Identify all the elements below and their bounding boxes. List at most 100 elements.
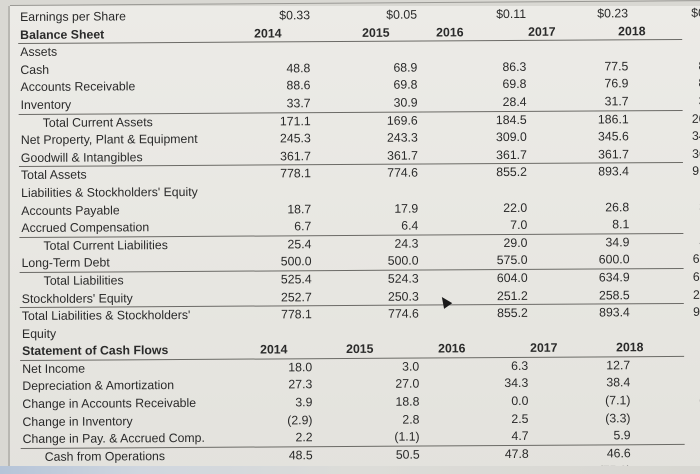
cell: 915.1 bbox=[692, 164, 700, 179]
cell: 34.9 bbox=[605, 234, 630, 250]
cell: 5.9 bbox=[613, 428, 631, 443]
cf-year-2018: 2018 bbox=[616, 340, 644, 355]
year-2014: 2014 bbox=[254, 25, 282, 41]
cell: 38.4 bbox=[606, 375, 631, 390]
cell: 184.5 bbox=[495, 112, 527, 127]
cell: 77.5 bbox=[604, 59, 629, 74]
cell: 54.0 bbox=[665, 445, 700, 463]
year-2017: 2017 bbox=[528, 24, 556, 39]
cell: 48.5 bbox=[288, 448, 313, 463]
eps-2018: $0.39 bbox=[691, 5, 700, 20]
cell: 345.6 bbox=[597, 129, 629, 144]
row-label: Change in Accounts Receivable bbox=[22, 395, 197, 412]
eps-2017: $0.23 bbox=[597, 6, 629, 21]
cell: 9.7 bbox=[663, 216, 700, 234]
cell: 778.1 bbox=[281, 307, 312, 322]
cell: 21.7 bbox=[664, 357, 700, 375]
row-label: Net Property, Plant & Equipment bbox=[20, 132, 198, 148]
screen-bottom-edge bbox=[0, 466, 700, 474]
cell: 2.8 bbox=[402, 412, 420, 427]
cell: 88.6 bbox=[286, 78, 311, 93]
cell: 0.0 bbox=[511, 393, 529, 409]
balance-sheet-title: Balance Sheet bbox=[20, 27, 105, 42]
cell: 169.6 bbox=[386, 113, 418, 128]
cell: 243.3 bbox=[386, 130, 418, 145]
cell: 361.7 bbox=[280, 148, 311, 164]
cell: 7.0 bbox=[510, 218, 528, 233]
cell: 6.5 bbox=[665, 427, 700, 445]
cell: 24.3 bbox=[394, 236, 419, 251]
cell: 48.8 bbox=[286, 60, 311, 76]
cell: 361.7 bbox=[692, 146, 700, 161]
cell: 69.8 bbox=[393, 77, 418, 93]
cell: 774.6 bbox=[387, 165, 419, 181]
row-label: Total Current Assets bbox=[42, 114, 153, 130]
row-label: Net Income bbox=[22, 361, 86, 376]
cell: 68.9 bbox=[393, 60, 418, 75]
row-label: Inventory bbox=[20, 97, 72, 112]
assets-label: Assets bbox=[20, 44, 58, 60]
cell: 250.3 bbox=[387, 289, 419, 304]
cell: 855.2 bbox=[496, 165, 528, 180]
row-label: Total Current Liabilities bbox=[43, 237, 168, 253]
cell: (1.1) bbox=[394, 429, 420, 444]
row-label-continuation: Equity bbox=[21, 326, 57, 341]
row-label: Total Assets bbox=[20, 167, 87, 183]
cell: 915.1 bbox=[693, 304, 700, 319]
cell: 12.7 bbox=[606, 358, 631, 373]
cell: 25.4 bbox=[287, 236, 312, 252]
cell: 604.0 bbox=[496, 270, 528, 285]
cell: 46.6 bbox=[606, 446, 631, 461]
cell: 47.8 bbox=[504, 446, 529, 461]
cell: 31.7 bbox=[604, 94, 629, 109]
eps-2016: $0.11 bbox=[496, 6, 527, 22]
cell: 18.7 bbox=[287, 201, 312, 216]
cell: 186.1 bbox=[597, 111, 629, 127]
eps-2014: $0.33 bbox=[279, 8, 311, 23]
cell: 245.3 bbox=[279, 131, 311, 146]
cell: 35.3 bbox=[663, 93, 700, 111]
cell: 17.9 bbox=[394, 201, 419, 216]
cell: (2.9) bbox=[287, 412, 313, 428]
row-label: Total Liabilities & Stockholders' bbox=[21, 308, 191, 324]
cell: 251.2 bbox=[496, 288, 528, 303]
row-label: Accrued Compensation bbox=[21, 220, 150, 236]
cell: 600.0 bbox=[692, 252, 700, 267]
cell: 206.4 bbox=[691, 111, 700, 126]
cell: 634.9 bbox=[598, 270, 630, 285]
cell: 85.0 bbox=[662, 57, 700, 75]
year-2018: 2018 bbox=[618, 23, 646, 38]
year-2016: 2016 bbox=[436, 24, 464, 40]
cell: 27.0 bbox=[395, 377, 420, 392]
cell: (3.6) bbox=[664, 409, 700, 427]
financial-table: Earnings per Share $0.33 $0.05 $0.11 $0.… bbox=[18, 5, 700, 474]
row-label: Accounts Receivable bbox=[20, 79, 136, 95]
cell: 18.8 bbox=[395, 394, 420, 409]
cash-flow-title: Statement of Cash Flows bbox=[22, 343, 169, 359]
cell: 171.1 bbox=[279, 113, 311, 128]
cell: 76.9 bbox=[604, 76, 629, 91]
cell: 893.4 bbox=[599, 305, 630, 320]
cf-year-2015: 2015 bbox=[346, 342, 374, 357]
cell: 855.2 bbox=[497, 305, 528, 321]
cell: 31.7 bbox=[663, 198, 700, 216]
year-2015: 2015 bbox=[362, 25, 390, 40]
cell: 3.9 bbox=[295, 395, 313, 410]
cell: 50.5 bbox=[395, 447, 420, 462]
cell: 600.0 bbox=[598, 252, 630, 267]
cell: 28.4 bbox=[502, 94, 527, 110]
cell: 500.0 bbox=[280, 254, 312, 269]
row-label: Long-Term Debt bbox=[21, 255, 110, 271]
cell: 86.3 bbox=[502, 59, 527, 74]
cell: 4.7 bbox=[511, 429, 529, 444]
cell: 8.1 bbox=[612, 217, 630, 232]
cell: 525.4 bbox=[280, 272, 312, 287]
cell: 500.0 bbox=[387, 253, 419, 269]
cell: 6.3 bbox=[511, 358, 529, 373]
cell: 774.6 bbox=[388, 306, 419, 321]
row-label: Depreciation & Amortization bbox=[22, 378, 175, 394]
row-label: Accounts Payable bbox=[21, 202, 120, 218]
cell: 309.0 bbox=[495, 130, 527, 145]
cell: 34.3 bbox=[504, 376, 529, 391]
cell: 2.2 bbox=[295, 430, 313, 445]
